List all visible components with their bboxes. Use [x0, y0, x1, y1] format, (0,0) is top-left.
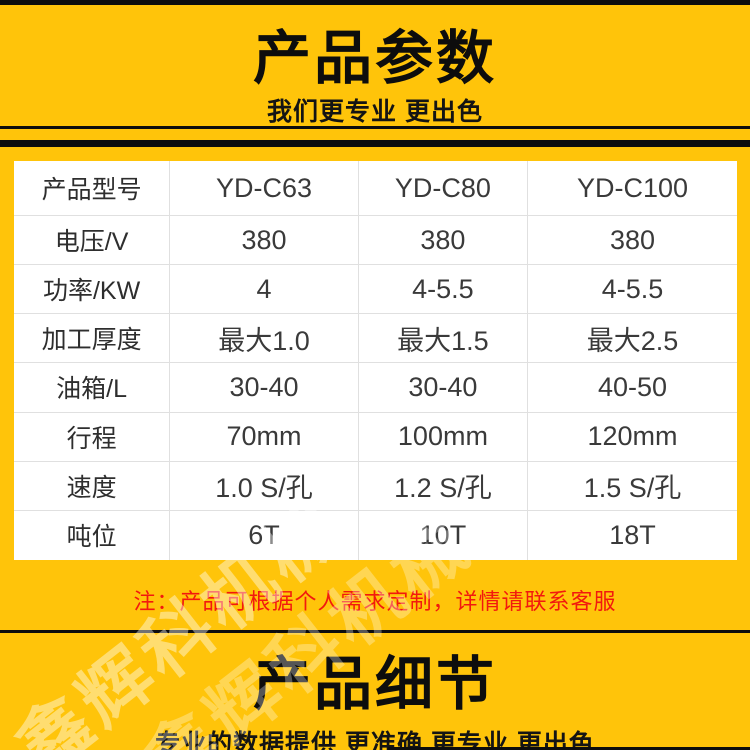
spec-cell: 10T: [359, 510, 529, 560]
header-thick-divider: [0, 140, 750, 147]
spec-row-label: 功率/KW: [14, 265, 171, 315]
spec-cell: YD-C80: [358, 161, 529, 216]
header-thin-divider: [0, 126, 750, 129]
spec-cell: 70mm: [170, 412, 359, 462]
spec-cell: 1.0 S/孔: [170, 461, 359, 511]
spec-row-label: 速度: [14, 461, 171, 511]
spec-row-label: 油箱/L: [14, 363, 171, 413]
spec-row-label: 吨位: [14, 510, 171, 560]
details-section-subtitle: 专业的数据提供 更准确 更专业 更出色: [155, 730, 595, 750]
bottom-partial-divider: [388, 747, 750, 750]
spec-row-label: 行程: [14, 412, 171, 462]
spec-cell: 120mm: [528, 413, 737, 462]
spec-cell: YD-C100: [528, 161, 737, 216]
spec-cell: 380: [170, 216, 359, 266]
spec-cell: 30-40: [358, 363, 529, 413]
spec-cell: 100mm: [358, 412, 529, 462]
spec-cell: YD-C63: [170, 161, 359, 216]
spec-row-label: 产品型号: [14, 161, 171, 216]
page-title: 产品参数: [252, 26, 497, 91]
spec-cell: 最大1.0: [170, 314, 359, 364]
customization-note: 注：产品可根据个人需求定制，详情请联系客服: [133, 589, 617, 614]
details-section-title: 产品细节: [252, 652, 497, 717]
spec-cell: 4-5.5: [528, 265, 737, 315]
spec-cell: 4: [170, 265, 359, 315]
spec-cell: 6T: [170, 510, 359, 560]
spec-cell: 40-50: [528, 363, 737, 413]
page-subtitle: 我们更专业 更出色: [267, 98, 483, 126]
spec-row-label: 加工厚度: [14, 314, 171, 364]
spec-cell: 1.5 S/孔: [528, 462, 737, 511]
spec-cell: 4-5.5: [358, 265, 529, 315]
spec-cell: 18T: [609, 519, 656, 550]
top-edge-bar: [0, 0, 750, 5]
spec-cell: 380: [358, 216, 529, 266]
spec-cell: 1.2 S/孔: [358, 461, 529, 511]
spec-row-label: 电压/V: [14, 216, 171, 266]
spec-cell: 30-40: [170, 363, 359, 413]
spec-table: 产品型号 YD-C63 YD-C80 YD-C100 电压/V 380 380 …: [14, 161, 737, 560]
spec-cell: 最大1.5: [358, 314, 529, 364]
note-divider-line: [0, 630, 750, 633]
spec-cell: 380: [528, 216, 737, 266]
spec-cell: 最大2.5: [528, 314, 737, 364]
